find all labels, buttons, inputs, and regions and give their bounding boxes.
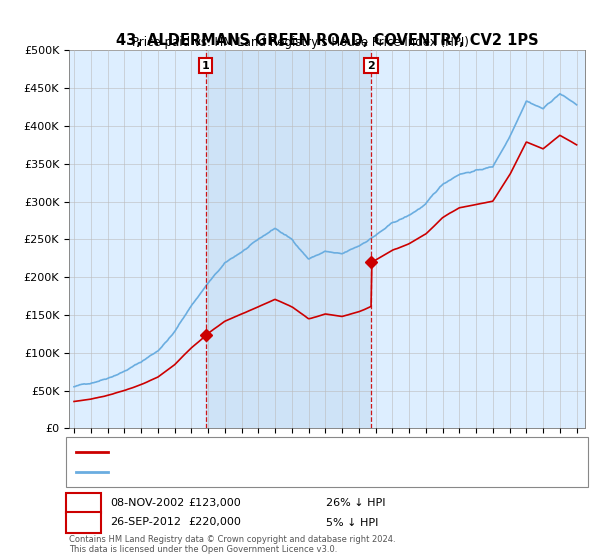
Text: 43, ALDERMANS GREEN ROAD, COVENTRY, CV2 1PS (detached house): 43, ALDERMANS GREEN ROAD, COVENTRY, CV2 … (114, 447, 479, 457)
Bar (206, 50, 371, 428)
Text: Price paid vs. HM Land Registry's House Price Index (HPI): Price paid vs. HM Land Registry's House … (131, 36, 469, 49)
Text: 2: 2 (80, 517, 87, 528)
Title: 43, ALDERMANS GREEN ROAD, COVENTRY, CV2 1PS: 43, ALDERMANS GREEN ROAD, COVENTRY, CV2 … (116, 33, 538, 48)
Text: 26-SEP-2012: 26-SEP-2012 (110, 517, 181, 528)
Text: 1: 1 (202, 60, 209, 71)
Text: 1: 1 (80, 498, 87, 508)
Text: 08-NOV-2002: 08-NOV-2002 (110, 498, 184, 508)
Text: 2: 2 (367, 60, 375, 71)
Text: £123,000: £123,000 (188, 498, 241, 508)
Text: 26% ↓ HPI: 26% ↓ HPI (326, 498, 385, 508)
Text: HPI: Average price, detached house, Coventry: HPI: Average price, detached house, Cove… (114, 467, 355, 477)
Text: £220,000: £220,000 (188, 517, 241, 528)
Text: 5% ↓ HPI: 5% ↓ HPI (326, 517, 378, 528)
Text: Contains HM Land Registry data © Crown copyright and database right 2024.
This d: Contains HM Land Registry data © Crown c… (69, 535, 395, 554)
